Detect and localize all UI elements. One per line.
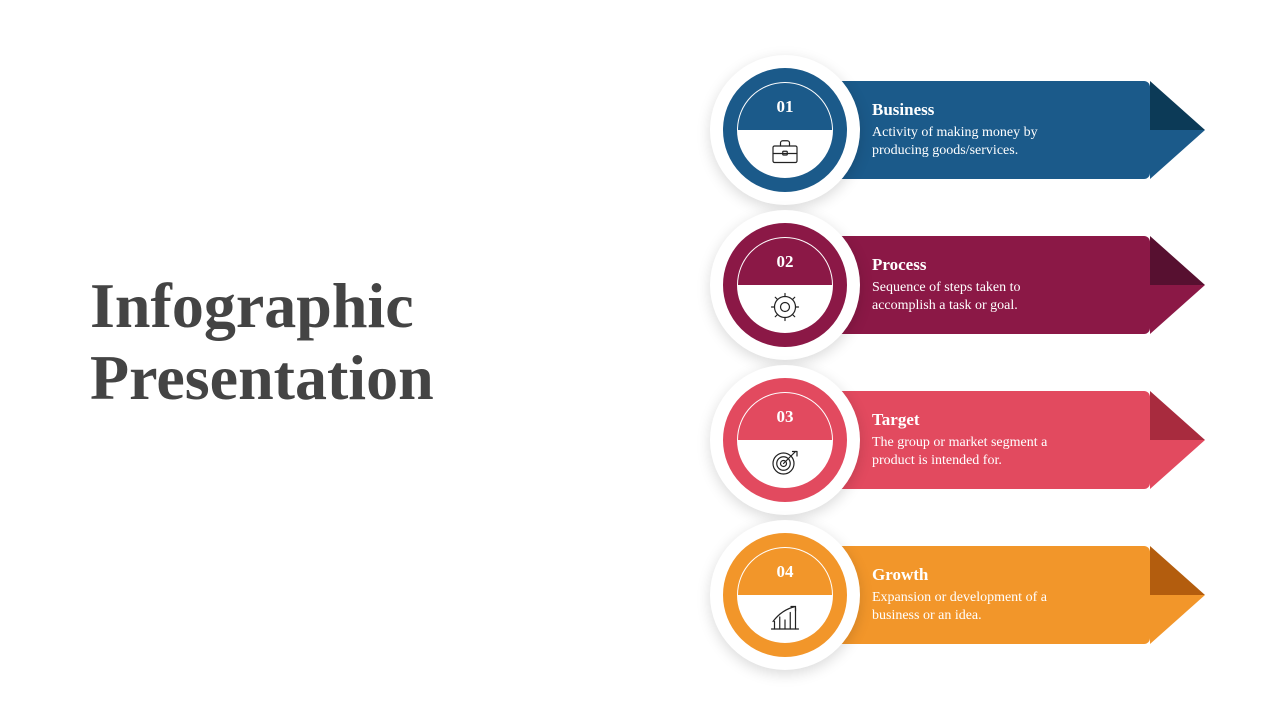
target-icon [738, 440, 832, 487]
info-row-1: Business Activity of making money by pro… [700, 55, 1220, 205]
banner-fold-top [1150, 391, 1205, 440]
banner-fold-bottom [1150, 285, 1205, 334]
medallion: 02 [710, 210, 860, 360]
info-row-2: Process Sequence of steps taken to accom… [700, 210, 1220, 360]
item-desc: The group or market segment a product is… [872, 434, 1057, 470]
info-row-3: Target The group or market segment a pro… [700, 365, 1220, 515]
medallion: 04 [710, 520, 860, 670]
info-row-4: Growth Expansion or development of a bus… [700, 520, 1220, 670]
slide: Infographic Presentation Business Activi… [0, 0, 1280, 720]
item-title: Growth [872, 565, 1150, 585]
medallion: 01 [710, 55, 860, 205]
banner-fold-bottom [1150, 595, 1205, 644]
growth-icon [738, 595, 832, 642]
medallion: 03 [710, 365, 860, 515]
banner-fold-bottom [1150, 130, 1205, 179]
banner-fold-bottom [1150, 440, 1205, 489]
banner-fold-top [1150, 236, 1205, 285]
item-title: Business [872, 100, 1150, 120]
banner-fold-top [1150, 81, 1205, 130]
gear-icon [738, 285, 832, 332]
briefcase-icon [738, 130, 832, 177]
item-title: Process [872, 255, 1150, 275]
item-desc: Sequence of steps taken to accomplish a … [872, 279, 1057, 315]
slide-title: Infographic Presentation [90, 270, 650, 413]
item-title: Target [872, 410, 1150, 430]
item-desc: Expansion or development of a business o… [872, 589, 1057, 625]
banner-fold-top [1150, 546, 1205, 595]
item-desc: Activity of making money by producing go… [872, 124, 1057, 160]
